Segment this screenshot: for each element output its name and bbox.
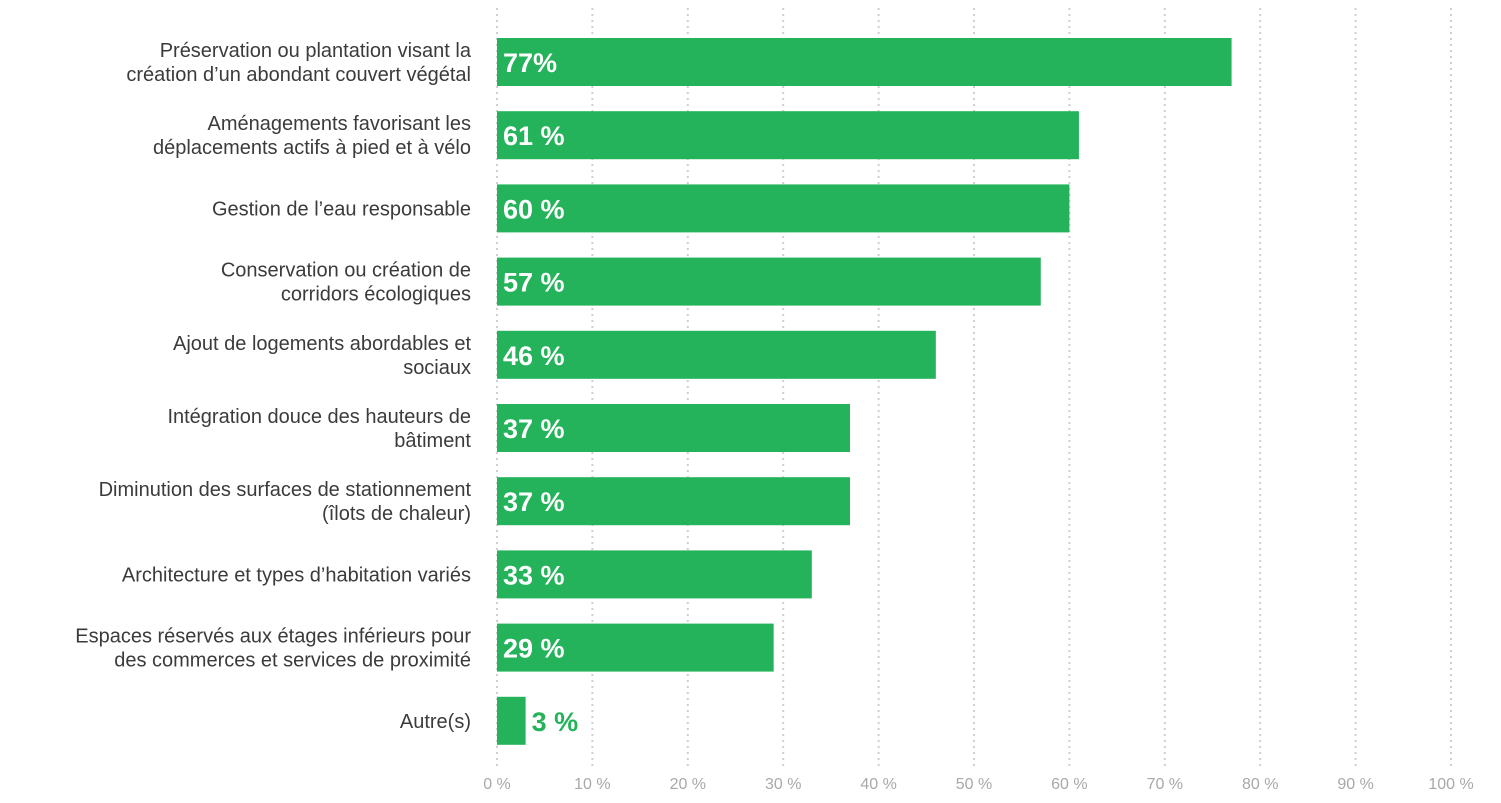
category-label-3: Conservation ou création de corridors éco…: [221, 260, 471, 306]
category-label-0: Préservation ou plantation visant la créa…: [126, 40, 472, 86]
category-label-5: Intégration douce des hauteurs de bâtimen…: [167, 406, 471, 452]
bar-9: [497, 696, 526, 745]
value-label-4: 46 %: [503, 341, 565, 371]
value-label-7: 33 %: [503, 560, 565, 590]
x-axis-ticks: 0 % 10 % 20 % 30 % 40 % 50 % 60 % 70 % 80 % 90 % 1…: [483, 776, 1473, 793]
bars: [497, 38, 1232, 745]
x-tick-label-90: 90 %: [1337, 776, 1373, 793]
bar-0: [497, 38, 1232, 86]
x-tick-label-70: 70 %: [1147, 776, 1183, 793]
bar-8: [497, 623, 774, 672]
value-labels: 77% 61 % 60 % 57 % 46 % 37 % 37 % 33 % 29 % 3 %: [503, 48, 578, 737]
x-tick-label-20: 20 %: [670, 776, 706, 793]
x-tick-label-100: 100 %: [1428, 776, 1473, 793]
x-tick-label-0: 0 %: [483, 776, 511, 793]
x-tick-label-30: 30 %: [765, 776, 801, 793]
bar-7: [497, 550, 812, 599]
category-label-9: Autre(s): [400, 711, 471, 733]
bar-3: [497, 257, 1041, 306]
value-label-1: 61 %: [503, 121, 565, 151]
value-label-5: 37 %: [503, 414, 565, 444]
value-label-8: 29 %: [503, 634, 565, 664]
bar-6: [497, 477, 850, 526]
value-label-6: 37 %: [503, 487, 565, 517]
category-label-2: Gestion de l’eau responsable: [212, 198, 471, 220]
category-label-8: Espaces réservés aux étages inférieurs p…: [75, 626, 471, 672]
category-label-6: Diminution des surfaces de stationnement…: [99, 479, 472, 525]
x-tick-label-60: 60 %: [1051, 776, 1087, 793]
category-label-7: Architecture et types d’habitation varié…: [122, 564, 471, 586]
value-label-9: 3 %: [532, 707, 579, 737]
bar-4: [497, 330, 936, 379]
x-tick-label-40: 40 %: [860, 776, 896, 793]
value-label-3: 57 %: [503, 268, 565, 298]
category-label-1: Aménagements favorisant les déplacements …: [153, 113, 471, 159]
x-tick-label-80: 80 %: [1242, 776, 1278, 793]
category-labels: Préservation ou plantation visant la créa…: [75, 40, 472, 733]
value-label-2: 60 %: [503, 194, 565, 224]
x-tick-label-50: 50 %: [956, 776, 992, 793]
bar-2: [497, 184, 1070, 233]
bar-5: [497, 404, 850, 452]
value-label-0: 77%: [503, 48, 557, 78]
category-label-4: Ajout de logements abordables et sociaux: [173, 333, 471, 379]
x-tick-label-10: 10 %: [574, 776, 610, 793]
bar-1: [497, 111, 1079, 160]
